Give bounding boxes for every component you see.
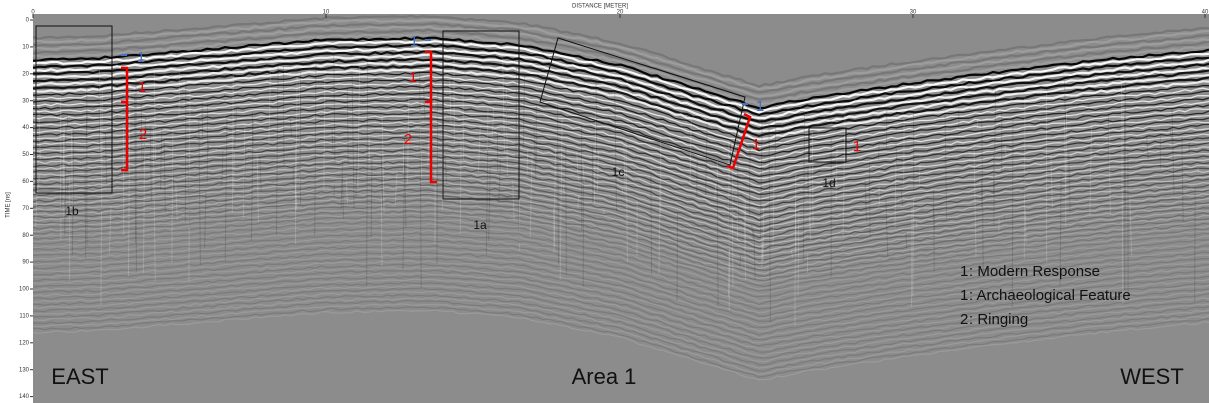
radargram-figure: DISTANCE [METER] TIME [ns] 0102030400102… (0, 0, 1209, 403)
y-axis-title: TIME [ns] (6, 192, 12, 218)
trace-noise (202, 101, 203, 137)
trace-noise (460, 139, 461, 234)
trace-noise (437, 90, 438, 264)
annotation: 1 (853, 138, 861, 155)
trace-noise (189, 166, 190, 227)
box-label: 1b (65, 204, 79, 218)
legend-text: : Modern Response (969, 263, 1100, 280)
y-tick-label: 40 (22, 125, 29, 131)
annotation: 2 (139, 126, 147, 143)
legend-text: : Archaeological Feature (969, 287, 1131, 304)
y-tick-label: 30 (22, 98, 29, 104)
trace-noise (798, 211, 799, 295)
box-label: 1d (822, 176, 835, 190)
y-tick-label: 90 (22, 260, 29, 266)
trace-noise (1108, 114, 1109, 165)
legend-marker: 2 (960, 311, 968, 328)
region-label: EAST (51, 364, 108, 389)
annotation: 1 (410, 33, 418, 50)
annotation: 1 (137, 49, 145, 66)
trace-noise (879, 186, 880, 205)
trace-noise (592, 146, 593, 203)
y-tick-label: 70 (22, 206, 29, 212)
region-label: WEST (1120, 364, 1184, 389)
trace-noise (454, 54, 455, 144)
trace-noise (1125, 116, 1126, 210)
trace-noise (812, 132, 813, 226)
y-tick-label: 80 (22, 233, 29, 239)
box-label: 1c (612, 165, 625, 179)
trace-noise (283, 66, 284, 167)
trace-noise (1189, 142, 1190, 154)
box-label: 1a (473, 218, 487, 232)
trace-noise (763, 204, 764, 261)
y-tick-label: 100 (19, 287, 30, 293)
trace-noise (934, 190, 935, 271)
y-tick-label: 60 (22, 179, 29, 185)
annotation: 1 (752, 136, 760, 153)
y-tick-label: 130 (19, 367, 30, 373)
annotation: 2 (404, 131, 412, 148)
region-label: Area 1 (572, 364, 637, 389)
trace-noise (717, 180, 718, 306)
trace-noise (252, 111, 253, 144)
y-tick-label: 50 (22, 152, 29, 158)
trace-noise (1123, 94, 1124, 143)
legend-marker: 1 (960, 287, 968, 304)
y-tick-label: 110 (19, 313, 29, 319)
y-tick-label: 120 (19, 340, 30, 346)
trace-noise (487, 109, 488, 151)
y-tick-label: 0 (26, 18, 30, 24)
trace-noise (471, 157, 473, 158)
legend-marker: 1 (960, 263, 968, 280)
trace-noise (185, 77, 186, 222)
trace-noise (651, 174, 652, 274)
annotation: 1 (756, 98, 764, 115)
trace-noise (977, 119, 978, 128)
trace-noise (381, 195, 382, 267)
y-tick-label: 20 (22, 71, 29, 77)
y-tick-label: 140 (19, 394, 30, 400)
trace-noise (750, 145, 751, 217)
trace-noise (566, 144, 567, 274)
trace-noise (234, 152, 235, 191)
trace-noise (869, 162, 870, 236)
y-tick-label: 10 (22, 44, 29, 50)
legend-text: : Ringing (969, 311, 1028, 328)
annotation: 1 (138, 79, 146, 96)
annotation: 1 (409, 69, 417, 86)
trace-noise (636, 154, 637, 155)
